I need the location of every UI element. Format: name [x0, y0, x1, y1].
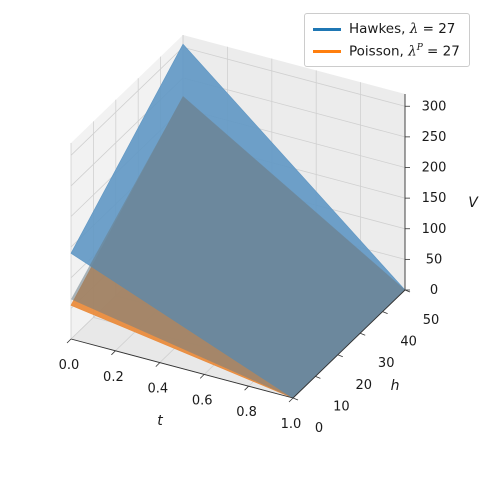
tick-label-v: 200 [422, 161, 447, 176]
tick-label-h: 0 [315, 421, 323, 436]
legend-item-poisson: Poisson, λP = 27 [313, 41, 460, 61]
tick-label-t: 0.2 [103, 370, 124, 385]
x-axis-label: t [157, 413, 163, 429]
tick-label-v: 50 [426, 252, 443, 267]
tick-mark-t [111, 350, 116, 356]
tick-mark-h [360, 332, 366, 336]
tick-label-t: 0.0 [59, 358, 80, 373]
tick-mark-h [382, 311, 388, 314]
legend-label-poisson: Poisson, λP = 27 [349, 42, 460, 60]
h-axis-line [292, 289, 406, 399]
tick-mark-t [155, 362, 161, 367]
tick-label-h: 30 [378, 356, 395, 371]
legend-item-hawkes: Hawkes, λ = 27 [313, 19, 455, 39]
tick-mark-t [244, 385, 249, 391]
tick-label-t: 0.8 [236, 405, 257, 420]
tick-label-h: 10 [333, 399, 350, 414]
surfaces [70, 43, 406, 399]
tick-mark-h [292, 397, 299, 401]
tick-label-h: 20 [356, 378, 373, 393]
tick-label-v: 250 [422, 130, 447, 145]
axis-lines [70, 94, 406, 399]
tick-mark-h [315, 376, 321, 379]
legend: Hawkes, λ = 27 Poisson, λP = 27 [304, 13, 470, 67]
y-axis-label: h [391, 378, 400, 394]
legend-label-hawkes: Hawkes, λ = 27 [349, 21, 456, 37]
tick-mark-t [66, 338, 72, 344]
tick-label-v: 300 [422, 99, 447, 114]
legend-swatch-hawkes [313, 27, 341, 31]
tick-label-h: 40 [400, 335, 417, 350]
tick-label-v: 100 [422, 222, 447, 237]
t-axis-line [70, 338, 294, 399]
z-axis-label: V [468, 195, 479, 211]
surface-overlap [71, 96, 405, 399]
tick-label-t: 0.4 [147, 382, 168, 397]
tick-mark-t [199, 374, 205, 379]
tick-label-t: 1.0 [281, 417, 302, 432]
tick-mark-h [337, 354, 343, 358]
legend-swatch-poisson [313, 49, 341, 53]
tick-label-h: 50 [423, 313, 440, 328]
tick-label-v: 0 [430, 283, 438, 298]
tick-labels: 0.0 0.2 0.4 0.6 0.8 1.0 0 10 20 30 40 50 0 50 100 150 20… [59, 99, 447, 436]
tick-mark-t [288, 397, 294, 403]
tick-label-t: 0.6 [192, 393, 213, 408]
tick-label-v: 150 [422, 191, 447, 206]
